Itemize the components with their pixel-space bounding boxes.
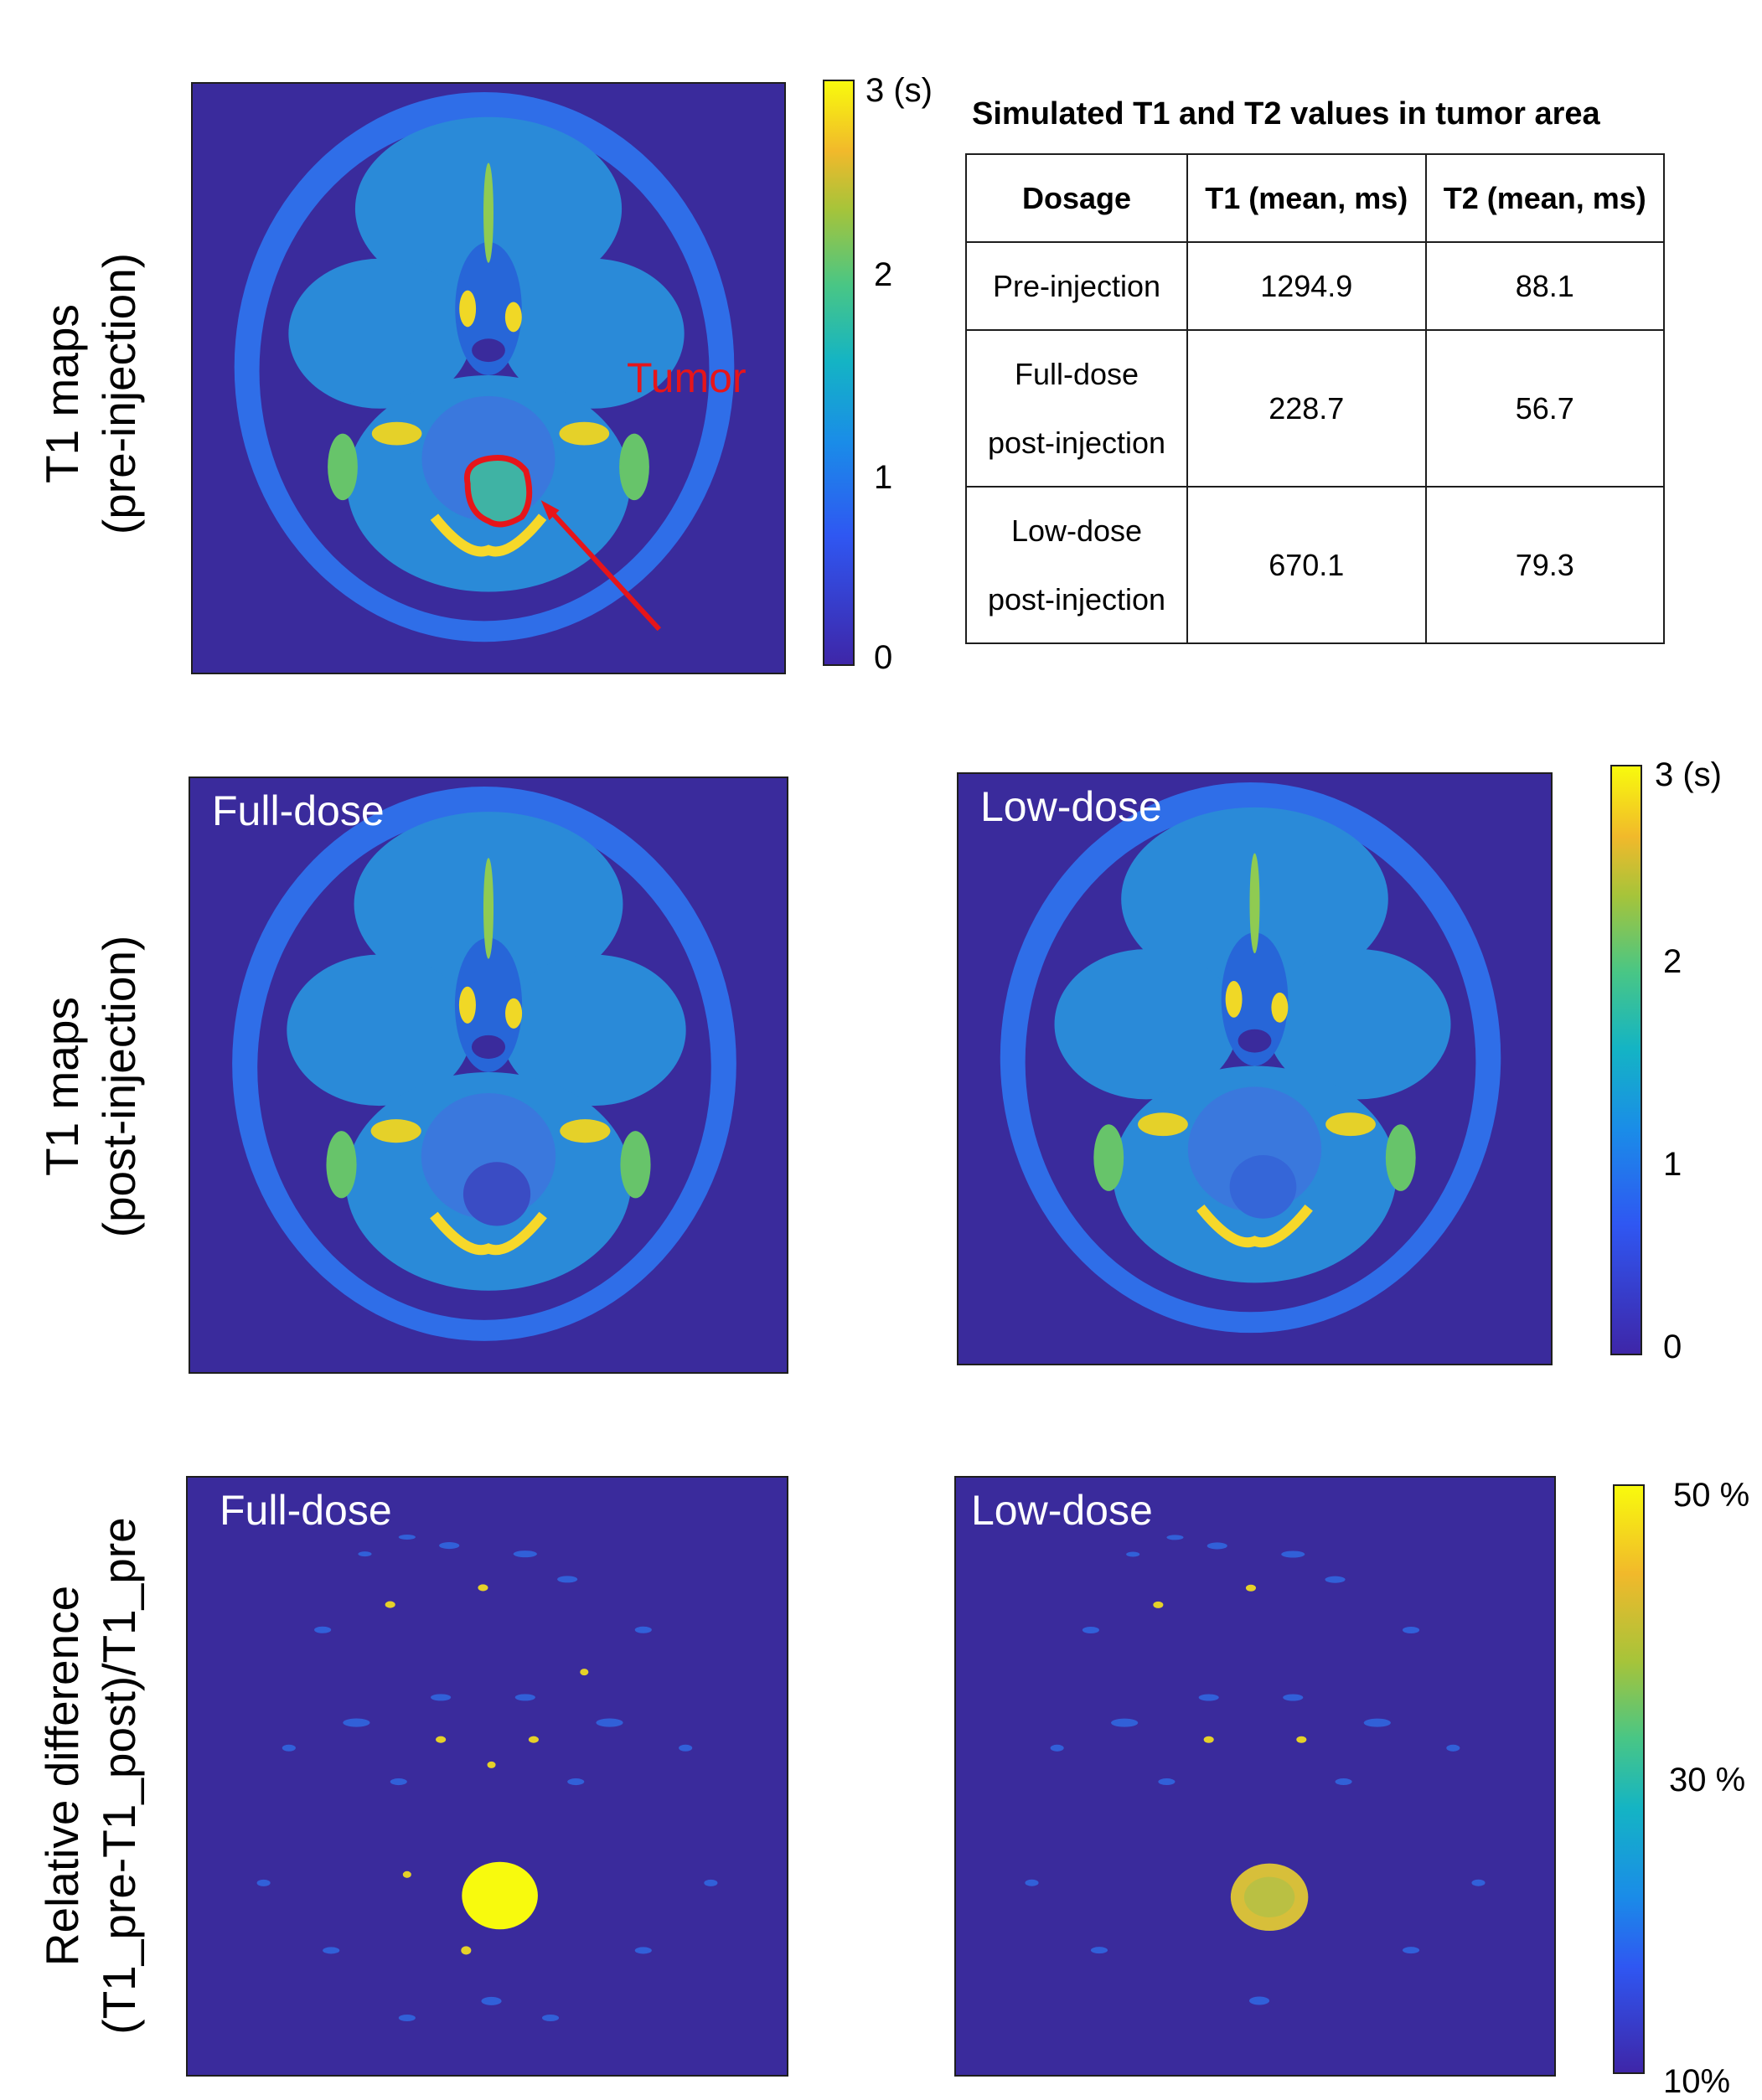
diff-low-brain-image <box>1025 1535 1486 2005</box>
table-cell-t1: 1294.9 <box>1186 241 1427 331</box>
t1-post-tick-2: 2 <box>1663 943 1682 980</box>
diff-tick-top: 50 % <box>1673 1477 1750 1514</box>
panel-label-full-dose: Full-dose <box>212 787 385 834</box>
row-label-pre-line1: T1 maps <box>36 304 88 483</box>
t1-pre-map: Tumor <box>191 82 786 674</box>
t1-pre-tick-top: 3 (s) <box>865 72 933 109</box>
table-row: Full-dose post-injection 228.7 56.7 <box>965 329 1665 488</box>
table-cell-t2: 88.1 <box>1424 241 1665 331</box>
row-label-pre-line2: (pre-injection) <box>93 252 145 535</box>
t1-pre-tick-2: 2 <box>874 256 893 293</box>
t1-post-low-brain-image <box>959 774 1551 1364</box>
table-cell-dosage: Full-dose post-injection <box>965 329 1188 488</box>
table-header-t2: T2 (mean, ms) <box>1424 153 1665 243</box>
t1-pre-tick-1: 1 <box>874 459 893 496</box>
tumor-arrow <box>545 505 662 632</box>
table-header-t1: T1 (mean, ms) <box>1186 153 1427 243</box>
table-cell-dosage: Low-dose post-injection <box>965 486 1188 644</box>
t1-post-tick-top: 3 (s) <box>1655 756 1722 793</box>
t1-colorbar-pre <box>823 80 855 666</box>
table-cell-t1: 670.1 <box>1186 486 1427 644</box>
tumor-label: Tumor <box>627 354 747 401</box>
t1-post-full-brain-image <box>190 778 787 1372</box>
table-cell-dosage: Pre-injection <box>965 241 1188 331</box>
t1-pre-brain-image <box>193 84 784 673</box>
tumor-outline <box>463 455 533 528</box>
row-label-diff-line1: Relative difference <box>36 1585 88 1967</box>
t1-post-full-dose-map: Full-dose <box>189 777 788 1374</box>
t1-post-tick-0: 0 <box>1663 1329 1682 1365</box>
diff-full-dose-map: Full-dose <box>186 1476 788 2077</box>
diff-low-dose-map: Low-dose <box>954 1476 1556 2077</box>
tumor-enhancement-full <box>462 1861 538 1930</box>
diff-colorbar <box>1613 1484 1645 2074</box>
diff-tick-bottom: 10% <box>1663 2063 1731 2100</box>
table-title: Simulated T1 and T2 values in tumor area <box>972 96 1600 132</box>
t1-colorbar-post <box>1610 765 1642 1355</box>
row-label-post-line1: T1 maps <box>36 997 88 1176</box>
t1-post-low-dose-map: Low-dose <box>957 772 1553 1365</box>
panel-label-low-dose: Low-dose <box>980 783 1162 830</box>
table-cell-t1: 228.7 <box>1186 329 1427 488</box>
table-row: Pre-injection 1294.9 88.1 <box>965 241 1665 331</box>
table-cell-t2: 56.7 <box>1424 329 1665 488</box>
t1-post-tick-1: 1 <box>1663 1146 1682 1183</box>
table-row: Low-dose post-injection 670.1 79.3 <box>965 486 1665 644</box>
panel-label-diff-low-dose: Low-dose <box>971 1487 1153 1534</box>
row-label-post-line2: (post-injection) <box>93 935 145 1238</box>
t1-t2-table: Dosage T1 (mean, ms) T2 (mean, ms) Pre-i… <box>965 153 1665 644</box>
diff-full-brain-image <box>256 1534 718 2022</box>
t1-pre-tick-0: 0 <box>874 639 893 676</box>
row-label-diff-line2: (T1_pre-T1_post)/T1_pre <box>93 1517 145 2035</box>
diff-tick-mid: 30 % <box>1669 1762 1746 1798</box>
panel-label-diff-full-dose: Full-dose <box>220 1487 392 1534</box>
table-header-dosage: Dosage <box>965 153 1188 243</box>
table-cell-t2: 79.3 <box>1424 486 1665 644</box>
